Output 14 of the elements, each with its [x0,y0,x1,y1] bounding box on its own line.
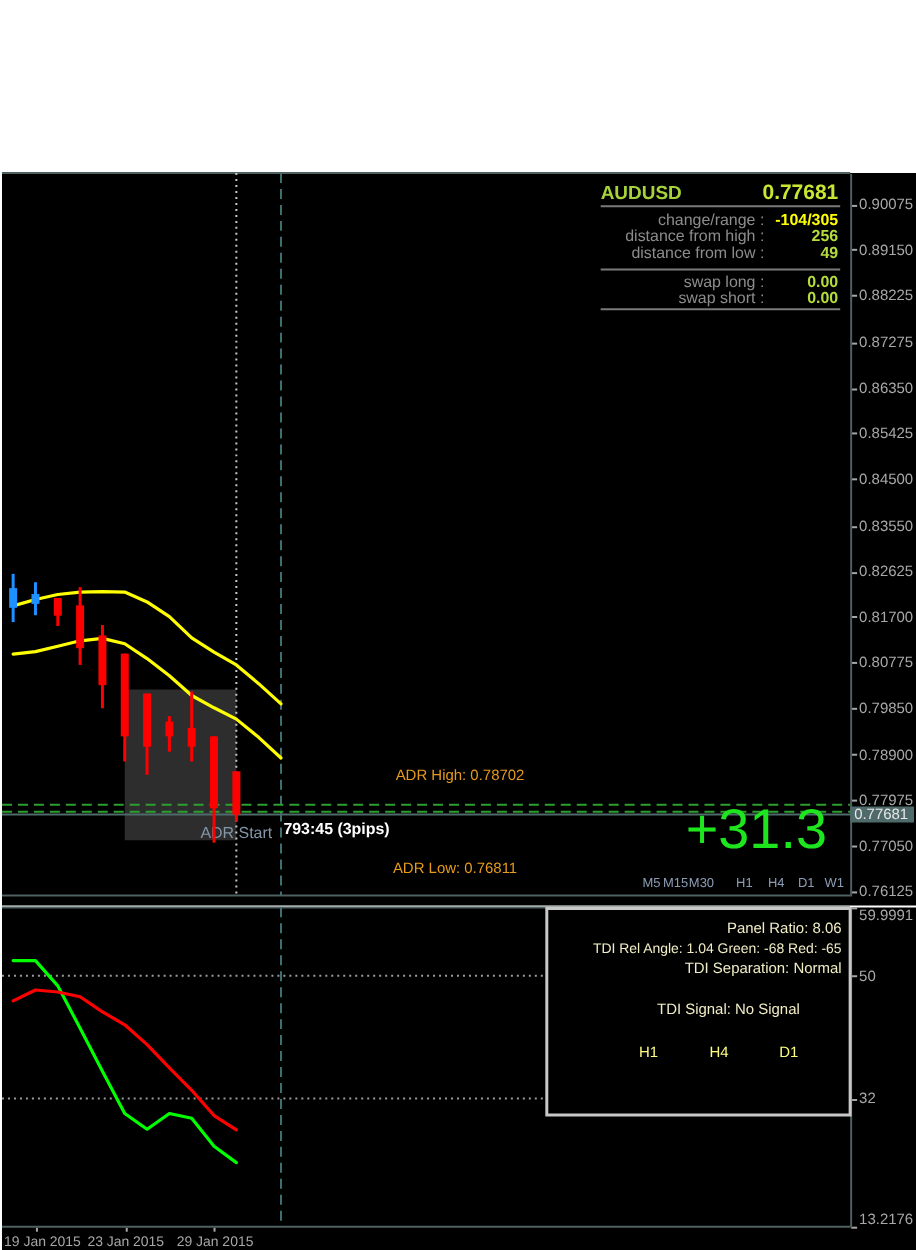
annotation: swap long : [683,272,765,291]
annotation: -104/305 [775,210,840,229]
annotation: +31.3 [685,797,827,860]
annotation: swap short : [678,288,765,307]
annotation: 0.77681 [762,182,839,205]
annotation: change/range : [657,210,765,229]
annotation: 0.00 [807,288,840,307]
annotation: 256 [811,227,840,246]
annotation: 49 [820,244,840,263]
annotation: AUDUSD [600,182,683,205]
annotation: 793:45 (3pips) [283,819,391,838]
annotation: distance from high : [625,227,765,246]
annotation: 0.00 [807,272,840,291]
annotation: distance from low : [631,244,765,263]
